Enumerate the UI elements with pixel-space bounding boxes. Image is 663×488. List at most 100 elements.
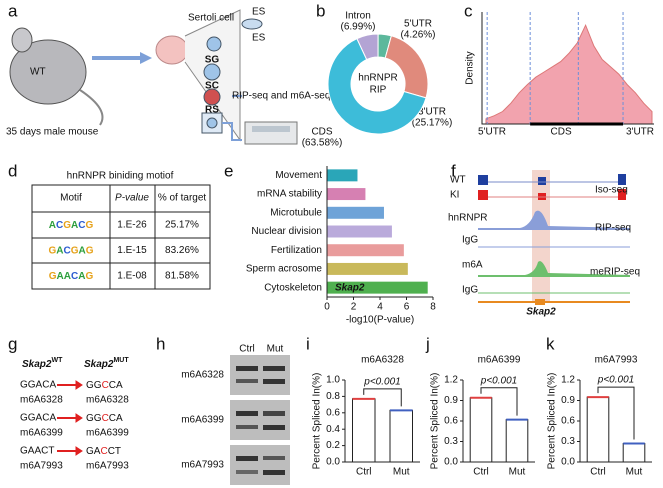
significance-bracket: [480, 387, 518, 416]
label: GGACA: [20, 380, 56, 391]
label: (63.58%): [302, 138, 343, 149]
label: f: [451, 161, 456, 180]
label: 3'UTR: [418, 107, 446, 118]
label: (25.17%): [412, 118, 453, 129]
label: meRIP-seq: [590, 267, 640, 278]
motif-letter: A: [57, 271, 64, 282]
label: 0.0: [326, 457, 340, 468]
bar: [327, 244, 404, 257]
label: m6A6399: [86, 428, 129, 439]
label: P-value: [115, 193, 149, 204]
motif-letter: G: [49, 271, 57, 282]
column-header: Skap2WT: [22, 357, 63, 370]
superscript: MUT: [113, 357, 129, 364]
label: p<0.001: [597, 375, 634, 386]
mutation-arrows: [57, 380, 83, 456]
motif-letter: A: [49, 220, 56, 231]
motif-letter: G: [86, 245, 94, 256]
label: j: [425, 334, 430, 353]
label: p<0.001: [480, 375, 517, 386]
label: 1.2: [561, 375, 575, 386]
label: 0.0: [444, 457, 458, 468]
seq-part: GG: [86, 380, 102, 391]
label: d: [8, 161, 17, 180]
label: 1.E-08: [117, 271, 147, 282]
label: 8: [430, 302, 436, 313]
label: WT: [450, 175, 466, 186]
bar: [327, 225, 392, 238]
motif-letter: A: [79, 245, 86, 256]
label: m6A6328: [86, 395, 129, 406]
label: m6A: [462, 260, 483, 271]
label: 4: [377, 302, 383, 313]
motif-letter: A: [71, 220, 78, 231]
label: 0.6: [561, 416, 575, 427]
label: Mut: [393, 467, 410, 478]
seq-part: CT: [108, 446, 121, 457]
motif-table: [31, 184, 211, 290]
label: 0: [324, 302, 330, 313]
bar: [327, 262, 408, 275]
label: i: [306, 334, 310, 353]
bar: [327, 169, 358, 182]
bar: [327, 188, 366, 201]
label: 3'UTR: [626, 127, 654, 138]
seq-part: GA: [86, 446, 101, 457]
motif-logo: GACGAG: [48, 245, 93, 256]
label: 6: [404, 302, 410, 313]
label: c: [464, 1, 473, 20]
label: mRNA stability: [257, 189, 322, 200]
bar: [389, 409, 413, 463]
label: m6A6328: [20, 395, 63, 406]
label: CDS: [551, 127, 572, 138]
motif-letter: G: [63, 220, 71, 231]
label: 0.8: [326, 391, 340, 402]
label: 0.6: [326, 407, 340, 418]
gel-image: [230, 355, 290, 485]
label: % of target: [158, 193, 207, 204]
mutant-seq: GACCT: [86, 446, 121, 457]
label: Mut: [626, 467, 643, 478]
motif-letter: C: [56, 220, 63, 231]
gene: Skap2: [84, 359, 114, 370]
label: Sertoli cell: [188, 13, 234, 24]
seq-part: GG: [86, 413, 102, 424]
label: m6A6399: [181, 415, 224, 426]
superscript: WT: [51, 357, 63, 364]
motif-letter: C: [78, 220, 85, 231]
label: Density: [465, 51, 476, 84]
motif-letter: G: [85, 220, 93, 231]
seq-part: C: [102, 413, 109, 424]
label: (6.99%): [340, 22, 375, 33]
label: m6A6399: [478, 355, 521, 366]
label: (4.26%): [400, 30, 435, 41]
label: Intron: [345, 11, 371, 22]
label: Ctrl: [356, 467, 372, 478]
label: Skap2: [335, 282, 365, 293]
label: 1.E-15: [117, 245, 147, 256]
label: 25.17%: [165, 220, 199, 231]
label: RIP-seq and m6A-seq: [232, 91, 330, 102]
label: m6A6328: [361, 355, 404, 366]
label: Percent Spliced In(%): [547, 373, 558, 470]
seq-part: C: [100, 446, 107, 457]
pie-slice: [327, 38, 427, 135]
mouse-illustration: [9, 9, 298, 145]
significance-bracket: [597, 386, 635, 440]
bar: [622, 443, 646, 463]
label: Percent Spliced In(%): [430, 373, 441, 470]
label: 0.3: [561, 436, 575, 447]
mutant-seq: GGCCA: [86, 413, 123, 424]
label: 2: [351, 302, 357, 313]
label: 1.0: [326, 375, 340, 386]
label: WT: [30, 67, 46, 78]
motif-letter: A: [78, 271, 85, 282]
label: 0.0: [561, 457, 575, 468]
label: 5'UTR: [478, 127, 506, 138]
label: Percent Spliced In(%): [312, 373, 323, 470]
label: m6A7993: [181, 460, 224, 471]
motif-letter: G: [85, 271, 93, 282]
label: RS: [205, 105, 219, 116]
label: Nuclear division: [251, 226, 322, 237]
label: 0.9: [561, 395, 575, 406]
